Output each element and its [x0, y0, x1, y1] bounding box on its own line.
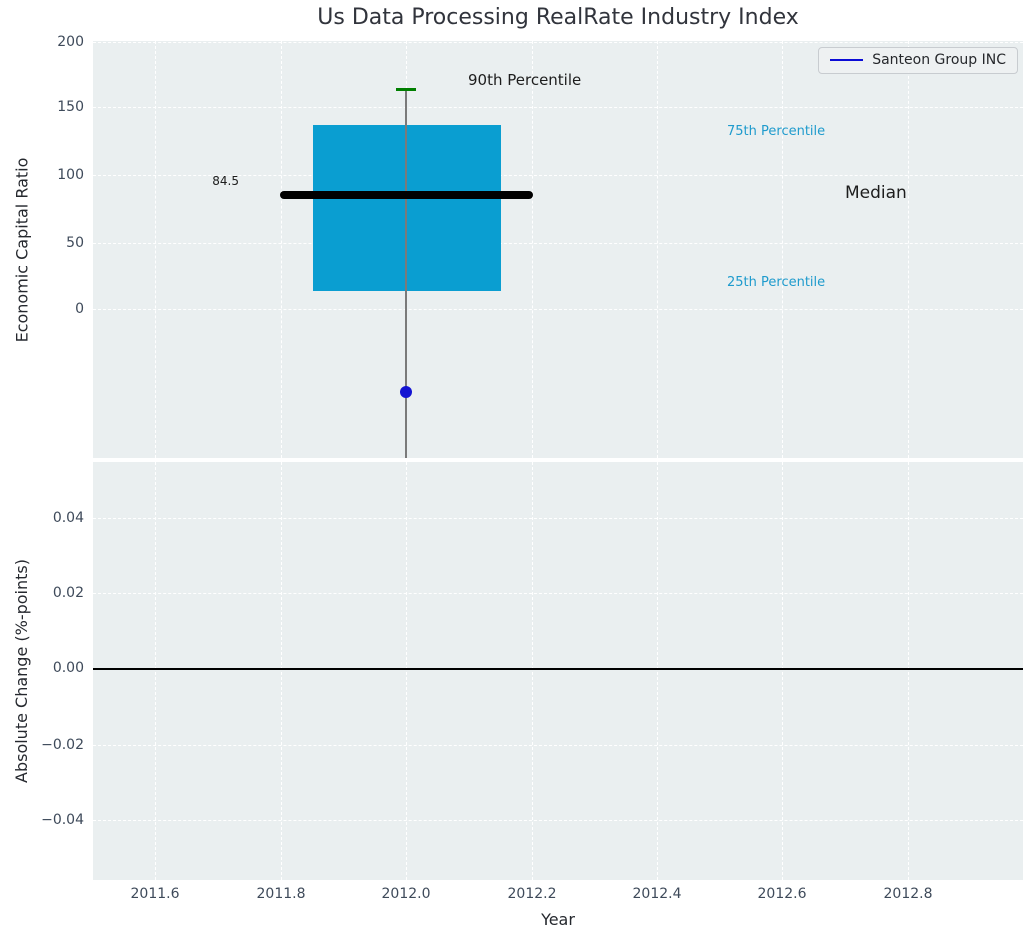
ytick-label: 0.04 [52, 510, 84, 526]
ytick-label: 0.00 [52, 660, 84, 676]
gridline-h [93, 107, 1023, 108]
gridline-v [657, 41, 658, 458]
gridline-h [93, 518, 1023, 519]
legend: Santeon Group INC [818, 47, 1018, 74]
gridline-v [782, 462, 783, 880]
xtick-label: 2011.6 [130, 886, 180, 902]
gridline-h [93, 593, 1023, 594]
legend-label: Santeon Group INC [872, 52, 1006, 68]
gridline-h [93, 175, 1023, 176]
gridline-v [908, 462, 909, 880]
gridline-h [93, 820, 1023, 821]
gridline-h [93, 745, 1023, 746]
gridline-v [406, 462, 407, 880]
gridline-v [908, 41, 909, 458]
xtick-label: 2012.8 [883, 886, 933, 902]
top-axes: 84.5 90th Percentile 75th Percentile Med… [93, 41, 1023, 458]
xtick-label: 2012.6 [757, 886, 807, 902]
x-axis-label: Year [541, 910, 575, 929]
chart-title: Us Data Processing RealRate Industry Ind… [317, 5, 799, 30]
boxplot-whisker [405, 90, 407, 458]
annotation-90th-percentile: 90th Percentile [468, 71, 582, 89]
annotation-75th-percentile: 75th Percentile [727, 124, 826, 139]
ytick-label: 100 [57, 167, 84, 183]
annotation-median: Median [845, 183, 907, 203]
top-y-axis-label: Economic Capital Ratio [12, 157, 32, 343]
bottom-axes [93, 462, 1023, 880]
gridline-v [532, 462, 533, 880]
gridline-v [657, 462, 658, 880]
boxplot-90th-percentile-cap [396, 88, 416, 91]
xtick-label: 2012.4 [632, 886, 682, 902]
ytick-label: 150 [57, 99, 84, 115]
gridline-h [93, 42, 1023, 43]
ytick-label: −0.04 [41, 812, 84, 828]
gridline-v [281, 462, 282, 880]
median-value-label: 84.5 [212, 174, 239, 188]
ytick-label: 50 [66, 235, 84, 251]
xtick-label: 2011.8 [256, 886, 306, 902]
gridline-h [93, 309, 1023, 310]
boxplot-median-line [280, 191, 533, 199]
ytick-label: 0.02 [52, 585, 84, 601]
ytick-label: −0.02 [41, 737, 84, 753]
ytick-label: 0 [75, 301, 84, 317]
boxplot-iqr-box [313, 125, 501, 291]
legend-line-swatch [830, 59, 864, 61]
xtick-label: 2012.2 [507, 886, 557, 902]
gridline-h [93, 243, 1023, 244]
gridline-v [782, 41, 783, 458]
gridline-v [281, 41, 282, 458]
gridline-v [155, 41, 156, 458]
xtick-label: 2012.0 [381, 886, 431, 902]
ytick-label: 200 [57, 34, 84, 50]
bottom-y-axis-label: Absolute Change (%-points) [12, 559, 31, 783]
zero-reference-line [93, 668, 1023, 670]
annotation-25th-percentile: 25th Percentile [727, 275, 826, 290]
gridline-v [532, 41, 533, 458]
santeon-group-data-point [400, 386, 412, 398]
gridline-v [155, 462, 156, 880]
